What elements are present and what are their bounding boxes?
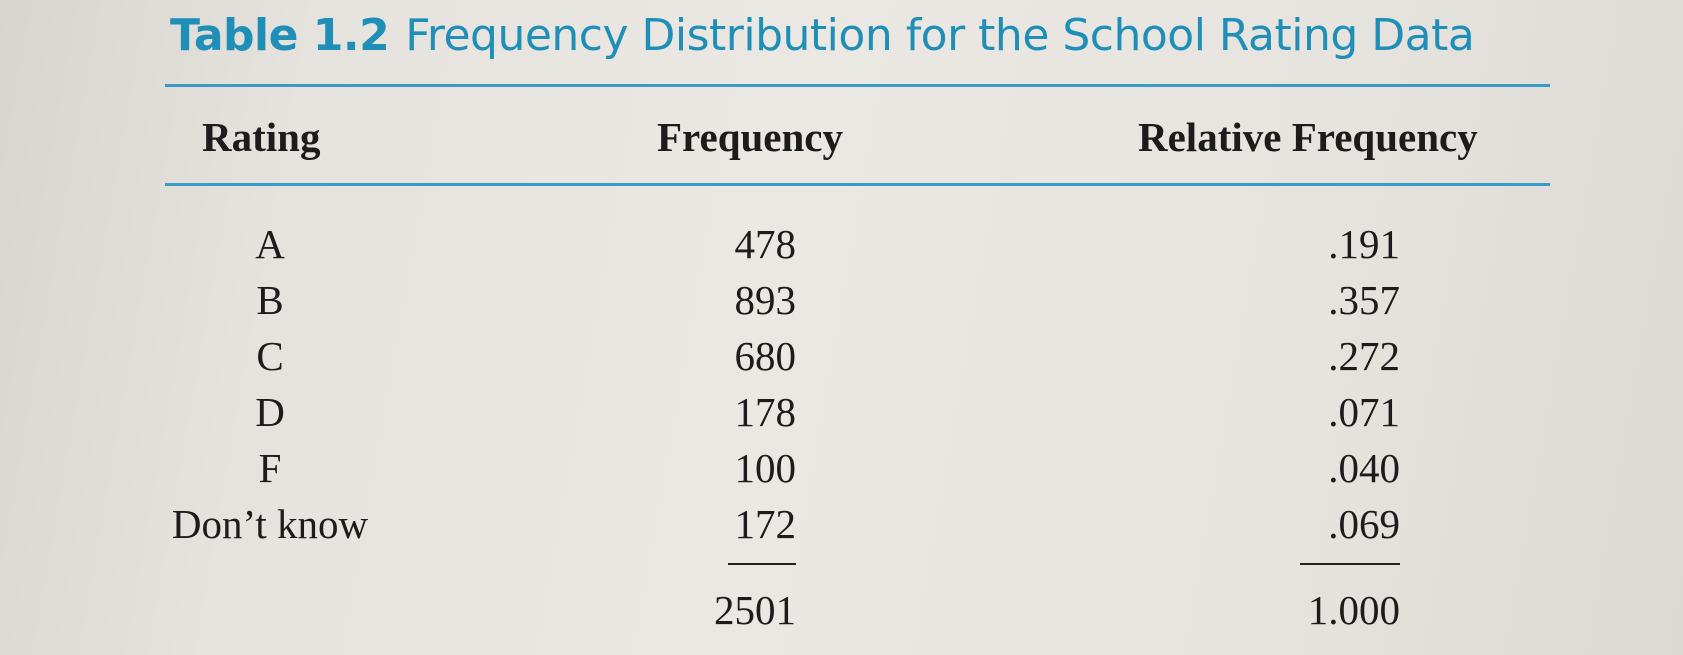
table-label: Table 1.2 [170,10,390,61]
rating-cell: D [255,389,285,435]
header-rule [165,183,1550,186]
relative-frequency-cell: .357 [1328,277,1400,323]
relative-frequency-cell: .191 [1328,221,1400,267]
table-title: Table 1.2 Frequency Distribution for the … [170,10,1475,61]
table-caption: Frequency Distribution for the School Ra… [405,10,1475,61]
table-row: B 893 .357 [0,276,1683,332]
frequency-cell: 478 [734,221,797,267]
top-rule [165,84,1550,87]
frequency-cell: 680 [734,333,797,379]
frequency-total: 2501 [714,587,796,633]
table-row: A 478 .191 [0,220,1683,276]
frequency-cell: 100 [734,445,797,491]
relative-frequency-cell: .071 [1328,389,1400,435]
relative-frequency-sum-line [1300,563,1400,565]
frequency-sum-line [728,563,796,565]
header-frequency: Frequency [657,114,844,160]
table-row: C 680 .272 [0,332,1683,388]
rating-cell: Don’t know [171,501,369,547]
frequency-cell: 893 [734,277,797,323]
table-row: D 178 .071 [0,388,1683,444]
rating-cell: C [256,333,284,379]
rating-cell: A [255,221,285,267]
frequency-cell: 178 [734,389,797,435]
rating-cell: F [258,445,282,491]
relative-frequency-cell: .272 [1328,333,1400,379]
header-relative-frequency: Relative Frequency [1138,114,1478,160]
table-row: F 100 .040 [0,444,1683,500]
relative-frequency-cell: .040 [1328,445,1400,491]
table-row: Don’t know 172 .069 [0,500,1683,556]
table-body: A 478 .191 B 893 .357 C 680 .272 D 178 .… [0,220,1683,556]
frequency-cell: 172 [734,501,797,547]
header-rating: Rating [202,114,321,160]
relative-frequency-cell: .069 [1328,501,1400,547]
rating-cell: B [256,277,284,323]
relative-frequency-total: 1.000 [1307,587,1400,633]
